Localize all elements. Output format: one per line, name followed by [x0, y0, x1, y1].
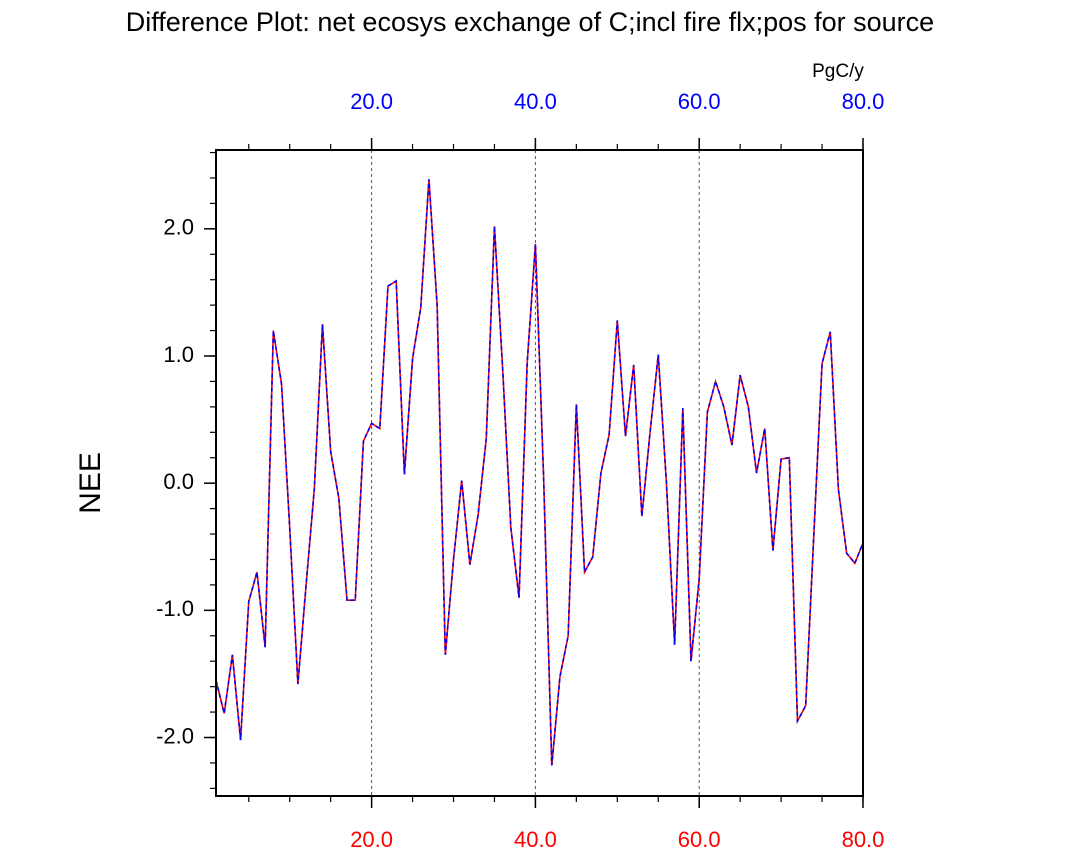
y-axis-label: NEE — [74, 452, 107, 514]
chart-title: Difference Plot: net ecosys exchange of … — [126, 7, 934, 37]
x-tick-label: 80.0 — [842, 827, 885, 852]
x-top-tick-label: 80.0 — [842, 89, 885, 114]
units-label: PgC/y — [812, 61, 864, 82]
y-tick-label: -2.0 — [156, 723, 194, 748]
y-tick-label: -1.0 — [156, 596, 194, 621]
y-tick-label: 0.0 — [163, 469, 194, 494]
y-tick-label: 2.0 — [163, 215, 194, 240]
data-line — [215, 179, 864, 766]
x-tick-label: 60.0 — [678, 827, 721, 852]
x-top-tick-label: 60.0 — [678, 89, 721, 114]
x-top-tick-label: 20.0 — [350, 89, 393, 114]
plot-frame — [215, 149, 864, 797]
x-top-tick-label: 40.0 — [514, 89, 557, 114]
x-tick-label: 20.0 — [350, 827, 393, 852]
data-line — [215, 179, 864, 766]
y-tick-label: 1.0 — [163, 342, 194, 367]
x-tick-label: 40.0 — [514, 827, 557, 852]
